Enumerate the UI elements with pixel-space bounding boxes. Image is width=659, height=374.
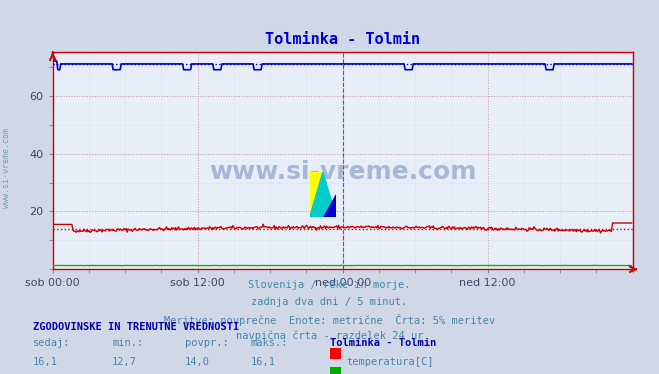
Polygon shape xyxy=(323,194,336,217)
Text: 16,1: 16,1 xyxy=(250,357,275,367)
Text: Meritve: povprečne  Enote: metrične  Črta: 5% meritev: Meritve: povprečne Enote: metrične Črta:… xyxy=(164,314,495,326)
Text: povpr.:: povpr.: xyxy=(185,338,228,349)
Text: navpična črta - razdelek 24 ur: navpična črta - razdelek 24 ur xyxy=(236,331,423,341)
Text: Slovenija / reke in morje.: Slovenija / reke in morje. xyxy=(248,280,411,291)
Text: ZGODOVINSKE IN TRENUTNE VREDNOSTI: ZGODOVINSKE IN TRENUTNE VREDNOSTI xyxy=(33,322,239,332)
Text: www.si-vreme.com: www.si-vreme.com xyxy=(209,160,476,184)
Text: min.:: min.: xyxy=(112,338,143,349)
Text: maks.:: maks.: xyxy=(250,338,288,349)
Text: zadnja dva dni / 5 minut.: zadnja dva dni / 5 minut. xyxy=(251,297,408,307)
Text: www.si-vreme.com: www.si-vreme.com xyxy=(2,128,11,208)
Text: 12,7: 12,7 xyxy=(112,357,137,367)
Text: 16,1: 16,1 xyxy=(33,357,58,367)
Title: Tolminka - Tolmin: Tolminka - Tolmin xyxy=(265,32,420,47)
Polygon shape xyxy=(310,172,336,217)
Polygon shape xyxy=(310,172,323,217)
Text: Tolminka - Tolmin: Tolminka - Tolmin xyxy=(330,338,436,349)
Text: temperatura[C]: temperatura[C] xyxy=(346,357,434,367)
Text: sedaj:: sedaj: xyxy=(33,338,71,349)
Text: 14,0: 14,0 xyxy=(185,357,210,367)
